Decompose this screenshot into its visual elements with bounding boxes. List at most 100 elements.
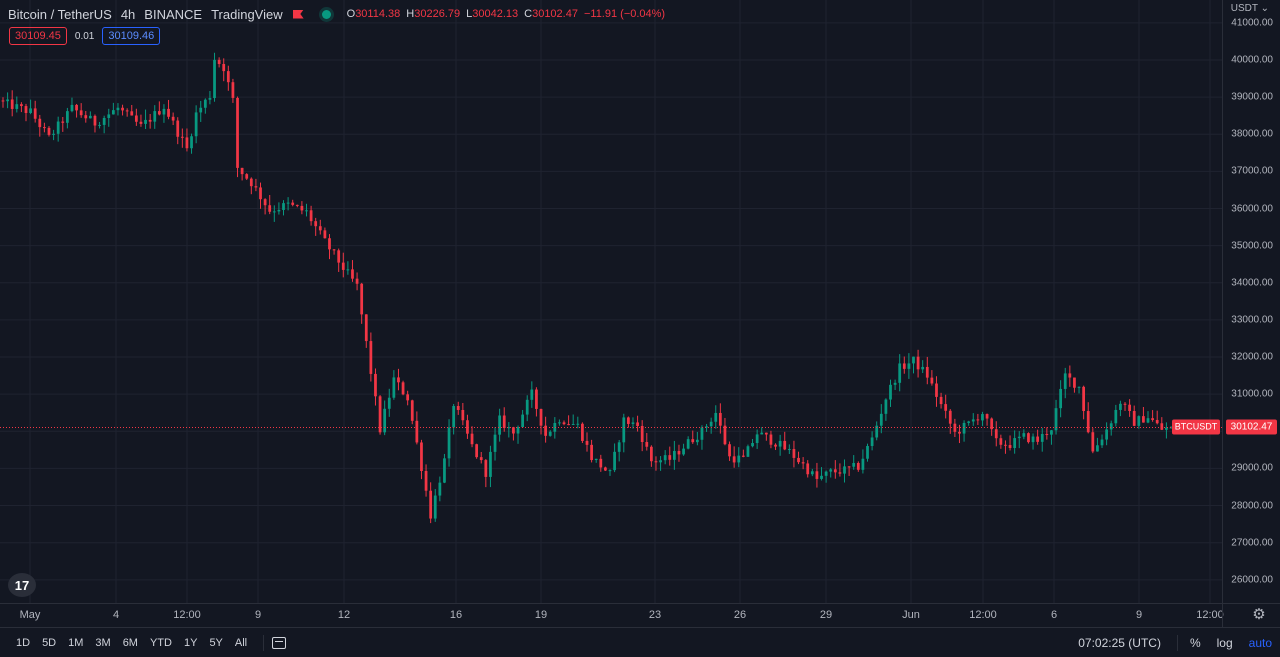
candle-body [879,413,883,426]
symbol-price-tag: BTCUSDT [1172,419,1220,435]
candle-body [61,121,65,123]
period-1y-button[interactable]: 1Y [183,636,198,649]
candle-body [571,424,575,426]
price-tick-label: 39000.00 [1231,91,1273,103]
period-3m-button[interactable]: 3M [95,636,111,649]
utc-clock[interactable]: 07:02:25 (UTC) [1078,635,1161,650]
time-axis[interactable]: May 4 12:00 9 12 16 19 23 26 29 Jun 12:00 6 9 12:00 [0,603,1224,628]
candle-body [1142,416,1145,423]
candle-body [93,115,97,126]
time-tick-label: 6 [1050,609,1058,621]
sell-price-button[interactable]: 30109.45 [9,27,67,45]
candle-body [475,444,479,458]
candle-body [259,187,262,200]
currency-button[interactable]: USDT ⌄ [1231,3,1269,14]
candle-body [741,455,745,457]
candle-body [718,412,722,426]
period-5y-button[interactable]: 5Y [209,636,223,649]
price-tick-label: 33000.00 [1231,314,1273,326]
candle-body [249,178,253,187]
time-tick-label: 12:00 [969,609,997,621]
time-tick-label: 23 [648,609,662,621]
price-axis[interactable]: USDT ⌄ 41000.00 40000.00 39000.00 38000.00 3… [1222,0,1280,603]
candle-body [254,186,258,188]
candle-body [1036,436,1040,442]
candle-body [75,104,78,111]
candle-body [590,444,593,461]
buy-price-button[interactable]: 30109.46 [102,27,161,45]
candle-body [649,446,653,462]
candle-body [1123,403,1127,405]
candle-body [925,366,929,378]
candle-body [305,210,308,212]
time-tick-label: 29 [819,609,833,621]
candlestick-chart[interactable] [0,0,1222,603]
candle-body [185,137,189,149]
candle-body [1004,444,1007,446]
candle-body [1109,423,1113,430]
symbol-name[interactable]: Bitcoin / TetherUS [8,6,112,22]
candle-body [627,417,630,424]
candle-body [1008,445,1012,449]
candle-body [728,444,731,457]
candle-body [176,120,180,137]
log-scale-button[interactable]: log [1216,635,1233,650]
candle-body [429,490,433,519]
high-value: 30226.79 [414,8,461,20]
candle-body [1096,445,1099,452]
live-dot-icon [321,9,331,19]
high-label: H [406,8,415,20]
candle-body [981,414,984,421]
candle-body [663,455,667,461]
candle-body [916,356,920,370]
candle-body [231,82,235,98]
candle-body [613,451,616,471]
bottom-toolbar: 1D 5D 1M 3M 6M YTD 1Y 5Y All 07:02:25 (U… [0,627,1280,657]
date-range-icon[interactable] [272,636,287,649]
candle-body [889,384,892,400]
candle-body [1132,410,1136,426]
candle-body [870,437,874,446]
candle-body [1105,429,1109,440]
candle-body [226,71,230,83]
period-6m-button[interactable]: 6M [122,636,138,649]
candle-body [1155,419,1159,424]
tradingview-logo[interactable]: 17 [8,573,36,597]
candle-body [130,111,134,116]
percent-scale-button[interactable]: % [1189,635,1201,650]
candle-body [328,238,331,250]
candle-body [309,210,313,222]
candle-body [677,450,681,455]
candle-body [148,119,152,122]
period-5d-button[interactable]: 5D [42,636,57,649]
candle-body [645,442,649,447]
candle-body [111,110,115,115]
candle-body [38,118,42,128]
interval-label[interactable]: 4h [120,6,136,22]
period-1d-button[interactable]: 1D [16,636,31,649]
candle-body [962,422,966,434]
candle-body [778,440,782,447]
candle-body [369,341,373,374]
candle-body [291,202,295,205]
candle-body [337,250,341,263]
auto-scale-button[interactable]: auto [1248,635,1272,650]
candle-body [139,121,143,124]
candle-body [553,422,557,432]
candle-body [1022,433,1026,437]
gear-icon[interactable]: ⚙ [1252,606,1266,623]
period-1m-button[interactable]: 1M [68,636,84,649]
candle-body [1040,433,1044,442]
period-ytd-button[interactable]: YTD [149,636,172,649]
price-tick-label: 32000.00 [1231,351,1273,363]
time-tick-label: 12 [337,609,351,621]
chevron-down-icon: ⌄ [1260,3,1269,14]
candle-body [760,432,764,435]
chart-pane[interactable]: Bitcoin / TetherUS 4h BINANCE TradingVie… [0,0,1222,603]
flag-icon[interactable] [293,9,304,20]
period-all-button[interactable]: All [234,636,248,649]
candle-body [213,59,216,99]
candle-body [1077,386,1081,388]
candle-body [364,314,368,342]
candle-body [1013,438,1017,449]
